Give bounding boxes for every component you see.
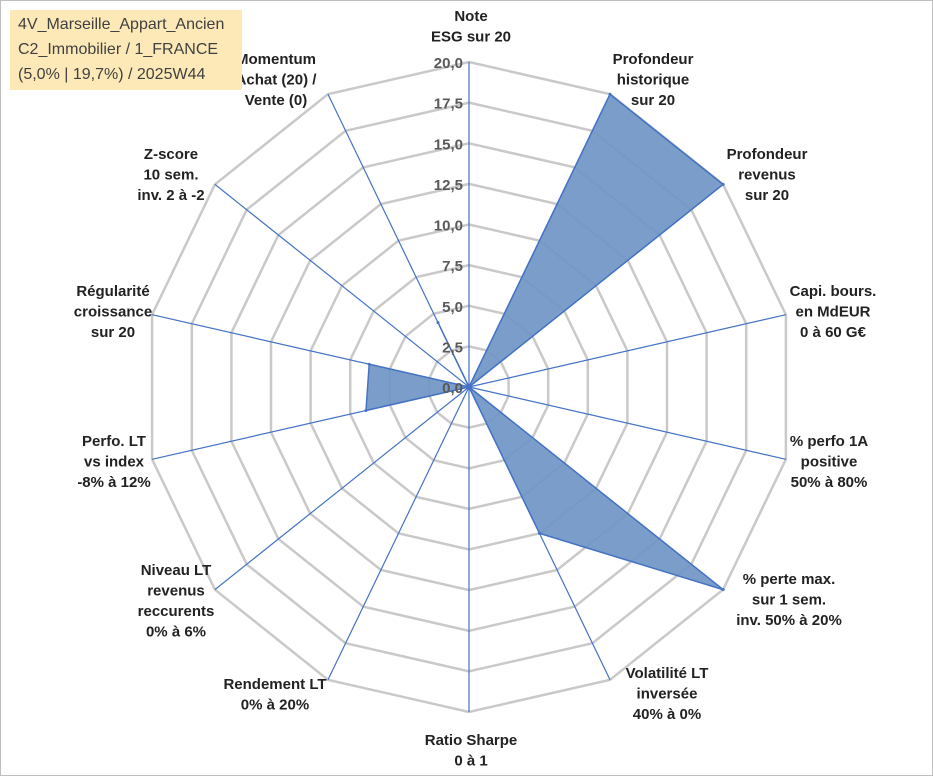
tick-label: 15,0: [434, 136, 463, 153]
axis-spoke: [214, 386, 470, 591]
radar-tick-labels: 0,0 2,5 5,0 7,5 10,0 12,5 15,0 17,5 20,0: [434, 55, 463, 397]
tick-label: 10,0: [434, 218, 463, 235]
axis-label-volatilite-lt: Volatilité LT inversée 40% à 0%: [626, 665, 709, 723]
axis-label-capi-bours: Capi. bours. en MdEUR 0 à 60 G€: [790, 283, 877, 341]
tick-label: 0,0: [442, 380, 463, 397]
radar-axis-labels: Note ESG sur 20 Profondeur historique sur 20…: [74, 8, 877, 770]
title-line-1: 4V_Marseille_Appart_Ancien: [18, 16, 225, 33]
tick-label: 17,5: [434, 96, 463, 113]
axis-spoke: [468, 386, 787, 460]
axis-label-perfo-lt: Perfo. LT vs index -8% à 12%: [77, 433, 150, 491]
data-point-perte-max: [721, 588, 725, 592]
data-point-profondeur: [608, 92, 612, 96]
tick-label: 12,5: [434, 177, 463, 194]
data-point-momentum: [436, 321, 440, 325]
axis-spoke: [327, 386, 470, 681]
axis-label-ratio-sharpe: Ratio Sharpe 0 à 1: [425, 732, 518, 770]
series-area: [365, 93, 725, 591]
axis-label-note: Note ESG sur 20: [431, 8, 511, 46]
data-point-perfo-lt: [364, 409, 368, 412]
data-point-regularite: [367, 362, 371, 366]
axis-label-perfo-1a: % perfo 1A positive 50% à 80%: [790, 433, 869, 491]
tick-label: 5,0: [442, 299, 463, 316]
tick-label: 20,0: [434, 55, 463, 72]
axis-label-profondeur: Profondeur revenus sur 20: [727, 146, 808, 204]
title-line-2: C2_Immobilier / 1_FRANCE: [18, 41, 219, 58]
axis-label-rendement-lt: Rendement LT 0% à 20%: [223, 676, 326, 714]
data-point-volatilite-lt: [538, 531, 541, 535]
radar-series: [364, 92, 725, 592]
data-point-z-score: [467, 385, 471, 389]
axis-label-profondeur: Profondeur historique sur 20: [613, 51, 694, 109]
chart-title-box: 4V_Marseille_Appart_Ancien C2_Immobilier…: [10, 10, 242, 90]
axis-label-regularite: Régularité croissance sur 20: [74, 283, 152, 341]
tick-label: 2,5: [442, 339, 463, 356]
axis-label-niveau-lt: Niveau LT revenus reccurents 0% à 6%: [138, 562, 215, 641]
axis-label-perte-max: % perte max. sur 1 sem. inv. 50% à 20%: [736, 571, 842, 629]
axis-spoke: [468, 314, 787, 388]
tick-label: 7,5: [442, 258, 463, 275]
axis-label-z-score: Z-score 10 sem. inv. 2 à -2: [137, 146, 204, 204]
data-point-profondeur: [721, 182, 725, 186]
axis-spoke: [214, 183, 470, 388]
axis-label-momentum: Momentum Achat (20) / Vente (0): [236, 51, 318, 109]
title-line-3: (5,0% | 19,7%) / 2025W44: [18, 66, 206, 83]
